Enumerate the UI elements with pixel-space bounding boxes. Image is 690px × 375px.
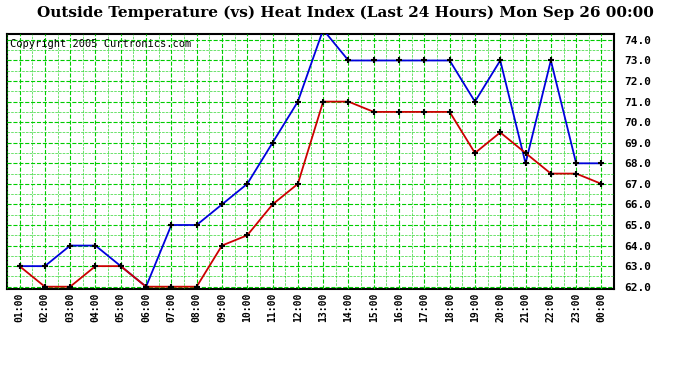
Text: Copyright 2005 Curtronics.com: Copyright 2005 Curtronics.com xyxy=(10,39,191,49)
Text: Outside Temperature (vs) Heat Index (Last 24 Hours) Mon Sep 26 00:00: Outside Temperature (vs) Heat Index (Las… xyxy=(37,6,653,20)
